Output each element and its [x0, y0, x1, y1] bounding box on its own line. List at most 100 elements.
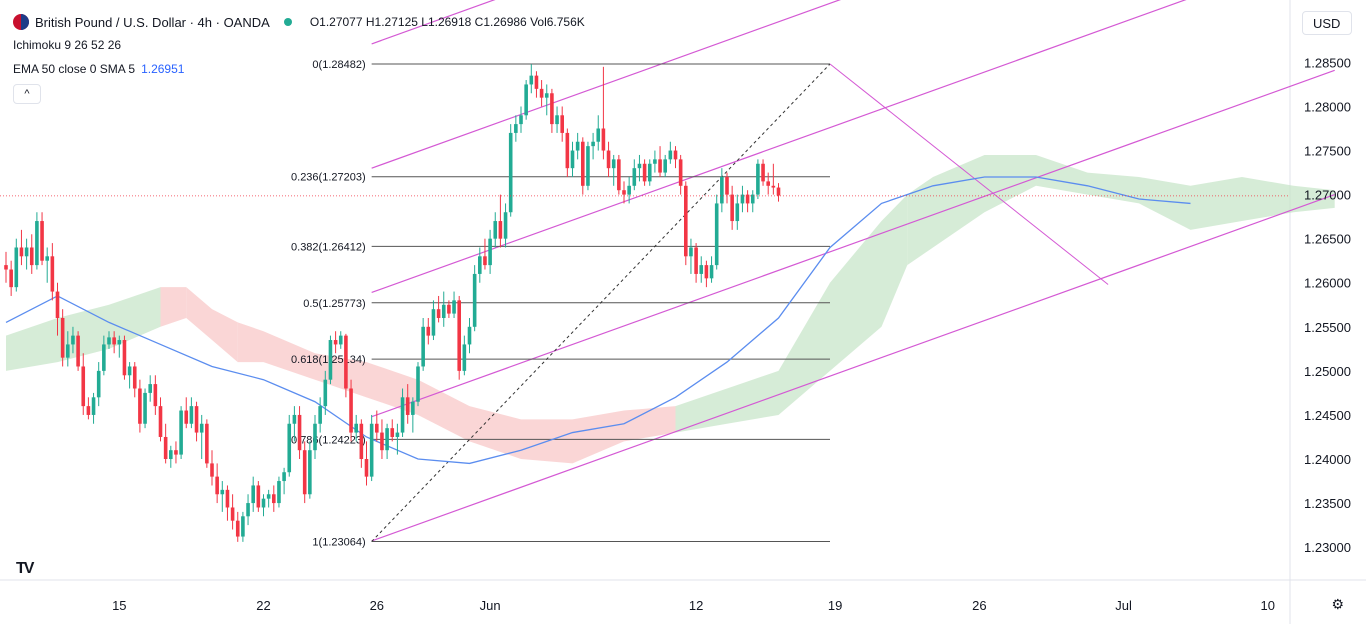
candle-body	[277, 481, 281, 504]
time-tick-label: 15	[112, 598, 126, 613]
candle-body	[261, 498, 266, 508]
low-value: L1.26918	[421, 15, 472, 29]
gear-icon[interactable]: ⚙	[1331, 596, 1344, 612]
ichimoku-cloud-segment	[881, 194, 908, 327]
ohlc-values: O1.27077 H1.27125 L1.26918 C1.26986 Vol6…	[310, 15, 585, 29]
candle-body	[514, 124, 518, 133]
candle-body	[313, 423, 317, 451]
candle-body	[622, 190, 626, 195]
candle-body	[81, 366, 86, 407]
fib-level-label: 0.5(1.25773)	[303, 298, 365, 310]
time-tick-label: Jun	[480, 598, 501, 613]
candle-body	[174, 450, 178, 455]
price-tick-label: 1.25000	[1304, 364, 1351, 379]
candle-body	[478, 256, 482, 274]
candle-body	[673, 150, 678, 160]
price-tick-label: 1.27500	[1304, 144, 1351, 159]
candle-body	[750, 194, 755, 204]
candle-body	[493, 221, 498, 239]
candle-body	[647, 163, 652, 182]
candle-body	[241, 516, 245, 537]
candle-body	[50, 256, 55, 292]
candle-body	[519, 115, 523, 125]
ichimoku-cloud-segment	[469, 406, 521, 460]
candle-body	[740, 194, 745, 204]
candle-body	[375, 423, 379, 433]
candle-body	[617, 159, 621, 191]
candle-body	[544, 93, 549, 98]
candle-body	[205, 423, 209, 464]
candle-body	[761, 163, 765, 182]
collapse-legend-button[interactable]: ^	[13, 84, 41, 104]
candle-body	[143, 392, 147, 424]
candle-body	[565, 132, 570, 169]
candle-body	[699, 265, 704, 274]
candle-body	[411, 401, 415, 415]
ichimoku-cloud-segment	[57, 304, 109, 363]
time-tick-label: 26	[972, 598, 986, 613]
candle-body	[663, 159, 667, 173]
candle-body	[9, 269, 13, 288]
candle-body	[369, 423, 374, 477]
candle-body	[102, 344, 106, 371]
candle-body	[601, 128, 606, 151]
candle-body	[344, 335, 348, 389]
high-value: H1.27125	[365, 15, 418, 29]
ichimoku-cloud-segment	[109, 287, 161, 349]
candle-body	[122, 340, 127, 376]
candle-body	[550, 93, 554, 125]
candle-body	[308, 450, 312, 495]
candle-body	[591, 141, 595, 147]
ichimoku-cloud-segment	[418, 379, 470, 442]
channel-line	[371, 194, 1335, 542]
ichimoku-cloud-segment	[366, 362, 418, 415]
candle-body	[4, 265, 8, 270]
currency-selector[interactable]: USD	[1302, 11, 1352, 35]
candle-body	[55, 291, 60, 318]
ichimoku-cloud-segment	[263, 331, 315, 380]
candle-body	[19, 247, 24, 257]
candle-body	[642, 163, 647, 182]
price-tick-label: 1.24500	[1304, 408, 1351, 423]
ichimoku-cloud-segment	[933, 154, 985, 248]
ichimoku-cloud-segment	[212, 309, 238, 363]
candle-body	[76, 335, 80, 367]
candle-body	[215, 476, 219, 495]
candle-body	[225, 489, 230, 508]
candle-body	[60, 317, 65, 358]
candle-body	[256, 485, 261, 508]
market-status-icon	[283, 18, 292, 26]
channel-line	[371, 0, 842, 169]
candle-body	[35, 221, 39, 266]
candle-body	[539, 88, 544, 98]
volume-value: Vol6.756K	[530, 15, 585, 29]
candle-body	[292, 414, 297, 424]
price-tick-label: 1.28000	[1304, 99, 1351, 114]
candle-body	[282, 472, 286, 482]
candle-body	[611, 159, 616, 169]
ema-legend[interactable]: EMA 50 close 0 SMA 5 1.26951	[13, 62, 184, 76]
candle-body	[29, 247, 34, 266]
price-tick-label: 1.26500	[1304, 232, 1351, 247]
candle-body	[338, 335, 343, 345]
price-tick-label: 1.27000	[1304, 188, 1351, 203]
ichimoku-cloud-segment	[237, 322, 264, 363]
candle-body	[421, 326, 425, 367]
time-tick-label: 10	[1261, 598, 1275, 613]
candle-body	[107, 337, 111, 345]
candle-body	[333, 340, 338, 345]
candle-body	[297, 414, 302, 451]
ichimoku-legend[interactable]: Ichimoku 9 26 52 26	[13, 38, 122, 52]
ichimoku-cloud-segment	[1139, 176, 1191, 230]
candle-body	[328, 340, 333, 380]
price-tick-label: 1.25500	[1304, 320, 1351, 335]
candle-body	[472, 273, 477, 327]
fib-level-label: 0.786(1.24223)	[291, 434, 366, 446]
candle-body	[596, 128, 601, 142]
fib-level-label: 0(1.28482)	[312, 59, 365, 71]
candle-body	[380, 432, 384, 451]
symbol-title[interactable]: British Pound / U.S. Dollar · 4h · OANDA	[35, 14, 270, 30]
candle-body	[462, 344, 467, 371]
